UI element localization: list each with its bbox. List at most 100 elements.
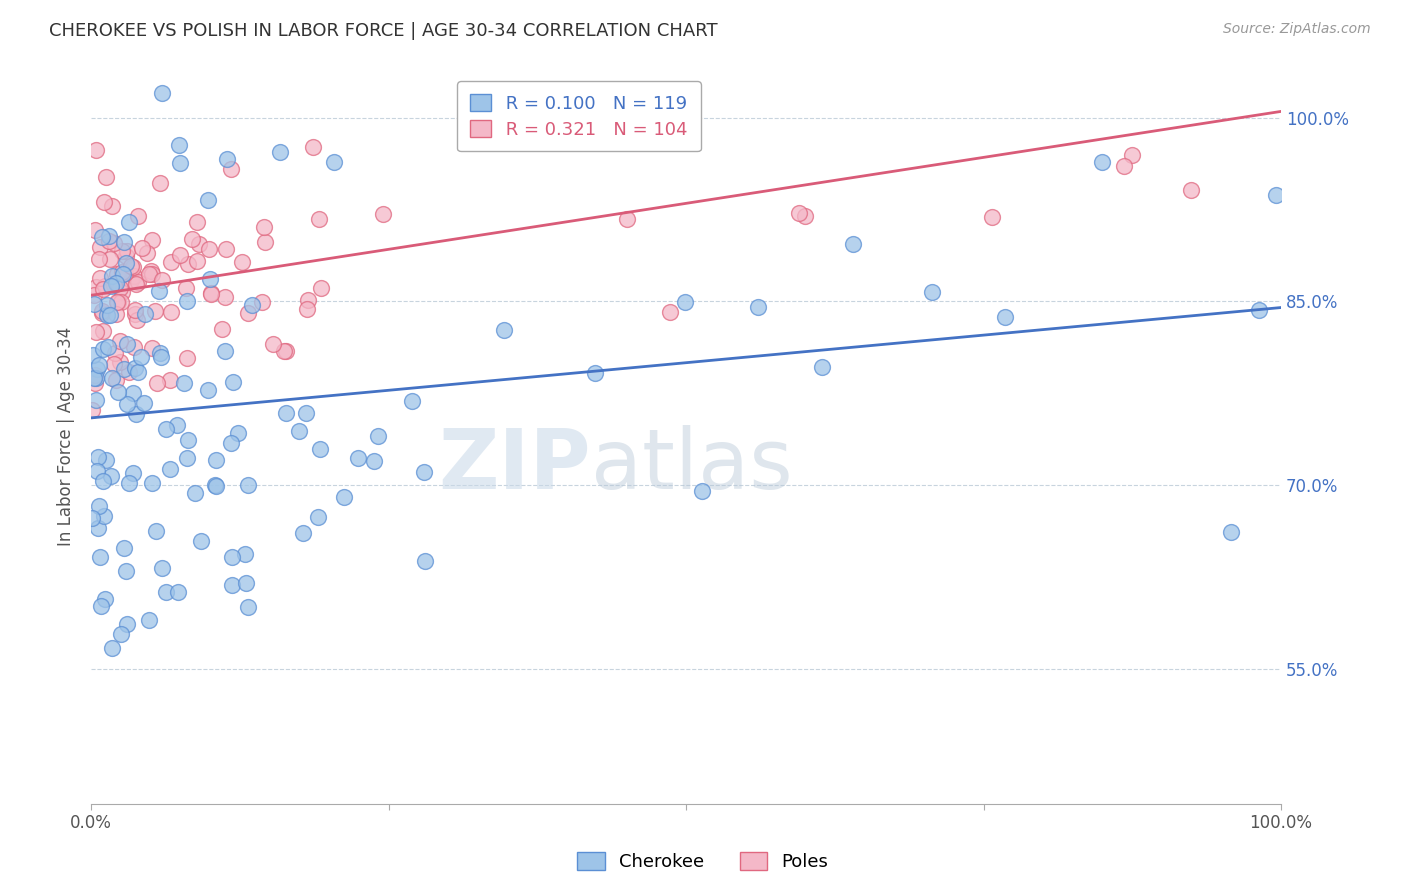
Poles — [138, 267, 160, 281]
Cherokee — [96, 298, 118, 312]
Cherokee — [112, 362, 135, 376]
Poles — [86, 325, 108, 339]
Poles — [90, 306, 112, 320]
Cherokee — [205, 453, 228, 467]
Cherokee — [90, 599, 112, 613]
Cherokee — [150, 86, 173, 100]
Poles — [111, 244, 134, 258]
Poles — [136, 246, 159, 260]
Poles — [84, 368, 107, 383]
Cherokee — [87, 358, 110, 372]
Cherokee — [333, 490, 356, 504]
Cherokee — [104, 276, 127, 290]
Poles — [616, 212, 638, 227]
Cherokee — [198, 272, 221, 286]
Poles — [115, 249, 138, 263]
Poles — [254, 235, 277, 250]
Poles — [114, 266, 136, 280]
Cherokee — [240, 298, 263, 312]
Poles — [174, 281, 197, 295]
Poles — [100, 252, 122, 267]
Poles — [176, 351, 198, 365]
Cherokee — [134, 307, 156, 321]
Poles — [122, 340, 145, 354]
Cherokee — [117, 476, 139, 491]
Cherokee — [122, 467, 145, 481]
Poles — [94, 170, 117, 185]
Cherokee — [238, 477, 260, 491]
Poles — [186, 254, 208, 268]
Poles — [103, 236, 125, 251]
Cherokee — [82, 348, 104, 362]
Cherokee — [84, 392, 107, 407]
Cherokee — [112, 235, 135, 250]
Cherokee — [238, 599, 260, 614]
Poles — [591, 128, 613, 142]
Cherokee — [269, 145, 291, 159]
Poles — [127, 209, 149, 223]
Poles — [149, 176, 172, 190]
Poles — [125, 312, 148, 326]
Cherokee — [84, 370, 107, 384]
Text: CHEROKEE VS POLISH IN LABOR FORCE | AGE 30-34 CORRELATION CHART: CHEROKEE VS POLISH IN LABOR FORCE | AGE … — [49, 22, 718, 40]
Poles — [141, 263, 163, 277]
Cherokee — [127, 365, 149, 379]
Poles — [793, 209, 815, 223]
Y-axis label: In Labor Force | Age 30-34: In Labor Force | Age 30-34 — [58, 326, 75, 546]
Poles — [91, 303, 114, 318]
Poles — [103, 278, 125, 293]
Cherokee — [93, 509, 115, 524]
Poles — [253, 220, 276, 235]
Cherokee — [112, 541, 135, 556]
Cherokee — [148, 285, 170, 299]
Poles — [124, 302, 146, 317]
Poles — [211, 322, 233, 336]
Poles — [93, 194, 115, 209]
Cherokee — [145, 524, 167, 539]
Cherokee — [100, 279, 122, 293]
Poles — [110, 295, 132, 310]
Cherokee — [166, 417, 188, 432]
Cherokee — [167, 584, 190, 599]
Cherokee — [114, 564, 136, 578]
Cherokee — [150, 560, 173, 574]
Cherokee — [110, 627, 132, 641]
Cherokee — [150, 350, 173, 364]
Poles — [295, 301, 318, 316]
Poles — [1121, 148, 1143, 162]
Poles — [252, 294, 274, 309]
Poles — [83, 288, 105, 302]
Cherokee — [86, 464, 108, 478]
Poles — [143, 303, 166, 318]
Cherokee — [292, 525, 315, 540]
Cherokee — [308, 442, 330, 456]
Cherokee — [97, 229, 120, 244]
Cherokee — [197, 383, 219, 397]
Cherokee — [1091, 155, 1114, 169]
Cherokee — [100, 468, 122, 483]
Cherokee — [124, 360, 146, 375]
Poles — [105, 307, 128, 321]
Poles — [1180, 184, 1202, 198]
Cherokee — [131, 350, 153, 364]
Cherokee — [101, 640, 124, 655]
Cherokee — [673, 294, 696, 309]
Cherokee — [221, 435, 243, 450]
Cherokee — [87, 450, 110, 464]
Cherokee — [183, 486, 205, 500]
Cherokee — [217, 152, 239, 166]
Poles — [84, 280, 107, 294]
Cherokee — [86, 521, 108, 535]
Poles — [231, 255, 253, 269]
Poles — [91, 324, 114, 338]
Cherokee — [367, 429, 389, 443]
Cherokee — [692, 483, 714, 498]
Cherokee — [134, 396, 156, 410]
Poles — [89, 252, 111, 267]
Cherokee — [83, 297, 105, 311]
Poles — [198, 242, 221, 256]
Cherokee — [841, 237, 863, 252]
Cherokee — [1265, 188, 1288, 202]
Poles — [108, 354, 131, 368]
Cherokee — [363, 454, 385, 468]
